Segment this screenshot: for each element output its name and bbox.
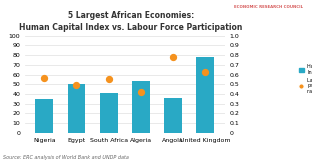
Bar <box>132 81 150 133</box>
Bar <box>100 93 118 133</box>
Text: ECONOMIC RESEARCH COUNCIL: ECONOMIC RESEARCH COUNCIL <box>233 5 303 9</box>
Point <box>74 84 79 87</box>
Legend: Human Capital
Index, Labour Force
participation
rate % (2017): Human Capital Index, Labour Force partic… <box>297 63 312 96</box>
Text: 5 Largest African Economies:: 5 Largest African Economies: <box>68 11 194 20</box>
Point <box>106 78 111 81</box>
Bar <box>68 84 85 133</box>
Point <box>139 91 144 93</box>
Bar <box>197 57 214 133</box>
Text: Source: ERC analysis of World Bank and UNDP data: Source: ERC analysis of World Bank and U… <box>3 155 129 160</box>
Bar <box>164 98 182 133</box>
Text: Human Capital Index vs. Labour Force Participation: Human Capital Index vs. Labour Force Par… <box>19 23 243 32</box>
Bar <box>36 99 53 133</box>
Point <box>203 70 208 73</box>
Point <box>42 77 47 80</box>
Point <box>171 56 176 58</box>
